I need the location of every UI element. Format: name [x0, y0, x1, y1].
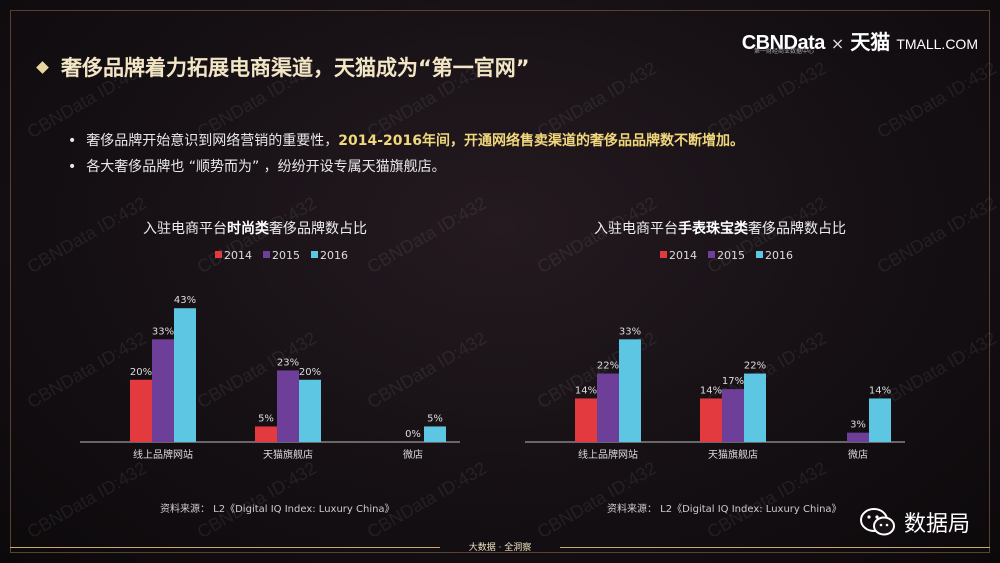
watermark-text: CBNData ID:432	[873, 57, 1000, 143]
data-label: 5%	[427, 413, 443, 424]
title-row: 奢侈品牌着力拓展电商渠道，天猫成为“第一官网”	[36, 52, 530, 82]
footer-divider-right	[560, 547, 990, 548]
bar-2014	[575, 398, 597, 442]
wechat-account: 数据局	[859, 506, 970, 538]
bar-2015	[277, 370, 299, 442]
cbndata-logo: CBNData	[741, 32, 826, 54]
legend-label: 2015	[272, 249, 300, 262]
data-label: 3%	[850, 420, 866, 431]
data-label: 43%	[174, 295, 196, 306]
bullet-dot-icon: •	[68, 133, 77, 149]
bar-2014	[255, 426, 277, 442]
bar-2015	[722, 389, 744, 442]
category-label: 线上品牌网站	[133, 448, 193, 461]
legend-swatch	[660, 251, 667, 258]
data-label: 14%	[869, 385, 891, 396]
bar-2015	[847, 432, 869, 442]
chart-watch-jewelry: 2014 2015 201614%22%33%线上品牌网站14%17%22%天猫旗舰…	[525, 249, 905, 461]
bar-2014	[130, 379, 152, 442]
data-label: 14%	[700, 385, 722, 396]
category-label: 天猫旗舰店	[708, 448, 758, 461]
bullet-item: • 奢侈品牌开始意识到网络营销的重要性，2014-2016年间，开通网络售卖渠道…	[68, 128, 744, 154]
bullet-item: • 各大奢侈品牌也 “顺势而为” ，纷纷开设专属天猫旗舰店。	[68, 154, 744, 180]
source-note-left: 资料来源： L2《Digital IQ Index: Luxury China》	[160, 504, 395, 515]
data-label: 5%	[258, 413, 274, 424]
legend-label: 2015	[717, 249, 745, 262]
wechat-account-name: 数据局	[903, 512, 970, 537]
bullet-dot-icon: •	[68, 159, 77, 175]
source-note-right: 资料来源： L2《Digital IQ Index: Luxury China》	[607, 504, 842, 515]
tmall-logo-cn: 天猫	[850, 30, 891, 54]
data-label: 0%	[405, 429, 421, 440]
data-label: 20%	[299, 367, 321, 378]
data-label: 23%	[277, 357, 299, 368]
category-label: 天猫旗舰店	[263, 448, 313, 461]
data-label: 14%	[575, 385, 597, 396]
legend-label: 2014	[224, 249, 252, 262]
brand-separator: ×	[830, 34, 845, 53]
bar-2016	[299, 379, 321, 442]
bar-2016	[744, 373, 766, 442]
brand-logo: CBNData × 天猫 TMALL.COM	[742, 26, 978, 55]
chart-fashion: 2014 2015 201620%33%43%线上品牌网站5%23%20%天猫旗舰店…	[80, 249, 460, 461]
tmall-logo-en: TMALL.COM	[896, 36, 978, 52]
bar-2015	[597, 373, 619, 442]
data-label: 33%	[152, 326, 174, 337]
legend-swatch	[263, 251, 270, 258]
legend-swatch	[215, 251, 222, 258]
bullet-text: 奢侈品牌开始意识到网络营销的重要性，	[86, 133, 339, 149]
legend-swatch	[311, 251, 318, 258]
data-label: 22%	[597, 361, 619, 372]
bullet-text: 各大奢侈品牌也 “顺势而为” ，纷纷开设专属天猫旗舰店。	[86, 159, 446, 175]
category-label: 微店	[403, 448, 423, 461]
chart-title-watch-jewelry: 入驻电商平台手表珠宝类奢侈品牌数占比	[594, 221, 846, 237]
bar-2016	[424, 426, 446, 442]
brand-subtitle: 第一财经商业数据中心	[753, 48, 814, 55]
legend-label: 2016	[765, 249, 793, 262]
category-label: 微店	[848, 448, 868, 461]
bullet-highlight: 2014-2016年间，开通网络售卖渠道的奢侈品品牌数不断增加。	[338, 133, 745, 149]
data-label: 33%	[619, 326, 641, 337]
bar-2014	[700, 398, 722, 442]
category-label: 线上品牌网站	[578, 448, 638, 461]
footer-divider-left	[10, 547, 440, 548]
bar-2016	[174, 308, 196, 442]
legend-label: 2014	[669, 249, 697, 262]
diamond-bullet-icon	[36, 60, 49, 74]
data-label: 17%	[722, 376, 744, 387]
footer-tagline: 大数据 · 全洞察	[468, 543, 532, 553]
bar-2016	[619, 339, 641, 442]
watermark-text: CBNData ID:432	[23, 457, 150, 543]
data-label: 22%	[744, 361, 766, 372]
wechat-icon	[859, 508, 895, 536]
page-title: 奢侈品牌着力拓展电商渠道，天猫成为“第一官网”	[61, 56, 530, 80]
legend-swatch	[756, 251, 763, 258]
bar-2015	[152, 339, 174, 442]
bullet-list: • 奢侈品牌开始意识到网络营销的重要性，2014-2016年间，开通网络售卖渠道…	[68, 128, 744, 180]
legend-label: 2016	[320, 249, 348, 262]
legend-swatch	[708, 251, 715, 258]
bar-2016	[869, 398, 891, 442]
data-label: 20%	[130, 367, 152, 378]
chart-title-fashion: 入驻电商平台时尚类奢侈品牌数占比	[143, 221, 367, 237]
